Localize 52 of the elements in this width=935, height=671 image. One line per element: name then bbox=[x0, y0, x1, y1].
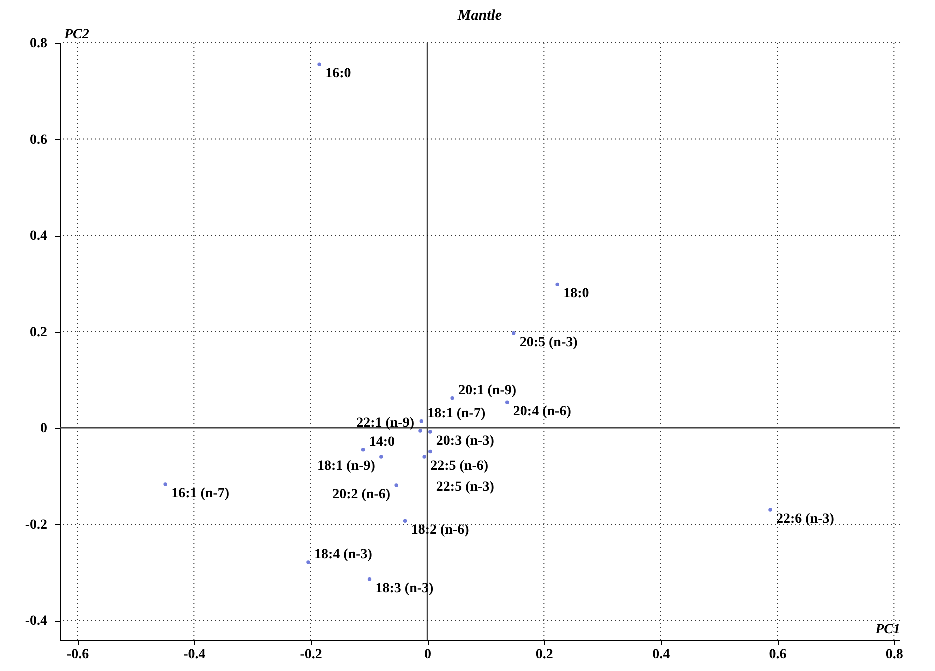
series-label: 16:0 bbox=[326, 66, 352, 82]
series-label: 18:1 (n-9) bbox=[317, 459, 376, 474]
series-label: 18:4 (n-3) bbox=[314, 547, 373, 562]
series-label: 14:0 bbox=[369, 434, 396, 450]
point bbox=[403, 519, 408, 523]
x-tick-label: 0.2 bbox=[536, 648, 554, 662]
point bbox=[420, 420, 424, 424]
point bbox=[506, 400, 510, 405]
point bbox=[422, 455, 426, 459]
point bbox=[361, 448, 366, 452]
series-label: 20:3 (n-3) bbox=[436, 434, 495, 450]
point bbox=[394, 484, 398, 488]
point bbox=[428, 430, 432, 434]
series-label: 22:1 (n-9) bbox=[356, 416, 415, 432]
series-label: 20:1 (n-9) bbox=[458, 383, 517, 398]
x-tick-label: -0.6 bbox=[66, 648, 90, 662]
point bbox=[306, 560, 310, 564]
point bbox=[318, 62, 322, 67]
series-label: 22:6 (n-3) bbox=[776, 512, 835, 528]
x-tick-label: -0.4 bbox=[184, 648, 206, 662]
x-tick-label: 0.6 bbox=[769, 648, 787, 662]
x-tick-label: 0 bbox=[424, 648, 432, 662]
y-tick-label: 0 bbox=[40, 422, 48, 437]
point bbox=[164, 482, 168, 486]
series-label: 20:2 (n-6) bbox=[332, 487, 391, 502]
y-tick-label: 0.2 bbox=[30, 325, 48, 340]
point bbox=[368, 577, 372, 582]
x-axis-title: PC1 bbox=[876, 622, 900, 638]
point bbox=[450, 396, 454, 400]
series-label: 22:5 (n-3) bbox=[436, 480, 495, 495]
y-tick-label: 0.8 bbox=[30, 36, 48, 52]
point bbox=[418, 429, 422, 433]
point bbox=[556, 282, 560, 287]
y-tick-label: -0.4 bbox=[25, 614, 48, 630]
y-tick-label: 0.6 bbox=[30, 132, 48, 148]
series-label: 18:0 bbox=[564, 286, 590, 302]
y-axis-title: PC2 bbox=[64, 28, 90, 42]
point bbox=[768, 508, 772, 512]
x-tick-label: 0.8 bbox=[886, 648, 904, 662]
series-label: 20:5 (n-3) bbox=[520, 335, 578, 350]
x-tick-label: -0.2 bbox=[300, 648, 322, 662]
series-label: 16:1 (n-7) bbox=[172, 486, 230, 502]
series-label: 22:5 (n-6) bbox=[430, 459, 489, 474]
y-tick-label: 0.4 bbox=[30, 229, 48, 244]
chart-title: Mantle bbox=[456, 8, 502, 24]
point bbox=[380, 455, 384, 459]
x-tick-label: 0.4 bbox=[652, 648, 670, 662]
series-label: 20:4 (n-6) bbox=[513, 404, 572, 420]
point bbox=[512, 331, 516, 336]
y-tick-label: -0.2 bbox=[25, 518, 48, 533]
point bbox=[428, 450, 432, 454]
series-label: 18:1 (n-7) bbox=[428, 406, 486, 422]
